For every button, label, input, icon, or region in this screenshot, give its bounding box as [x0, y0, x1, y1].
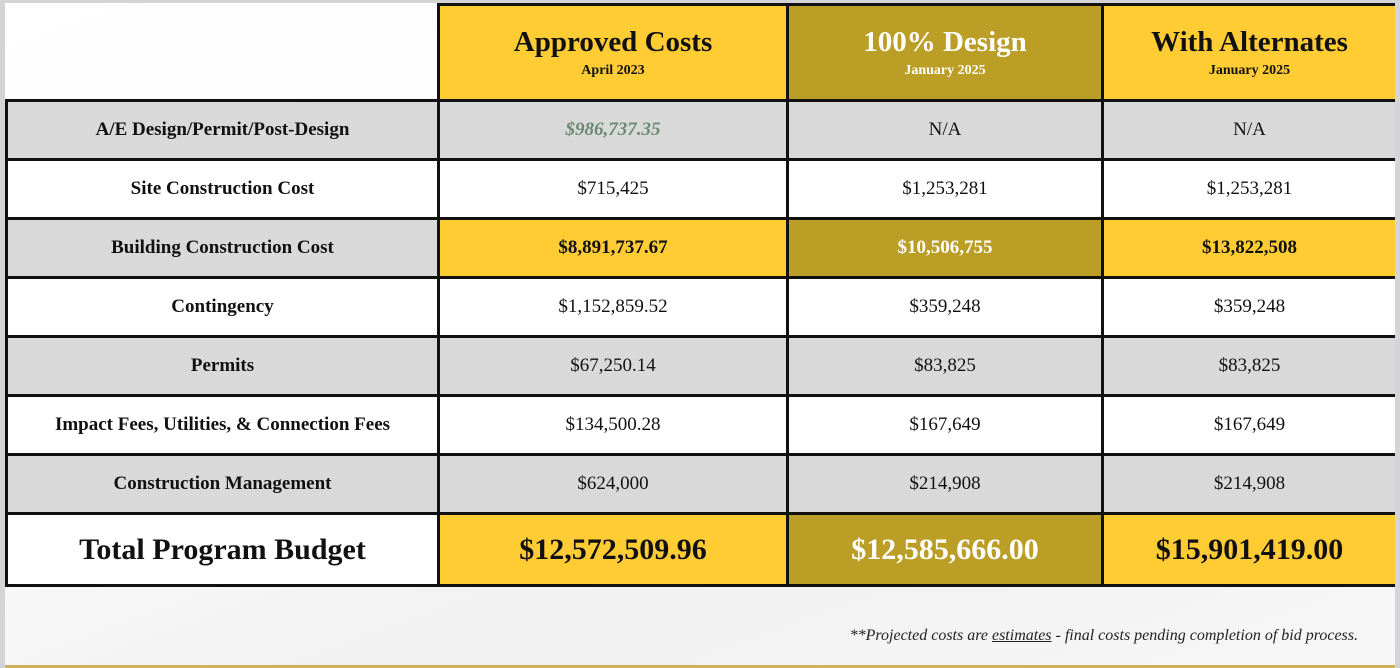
header-100-design: 100% Design January 2025	[786, 3, 1104, 102]
column-title: 100% Design	[863, 25, 1027, 58]
column-title: With Alternates	[1151, 25, 1348, 58]
cell-value: $359,248	[786, 276, 1104, 338]
table-row: Permits $67,250.14 $83,825 $83,825	[5, 335, 1395, 397]
header-with-alternates: With Alternates January 2025	[1101, 3, 1395, 102]
cell-value: $167,649	[786, 394, 1104, 456]
table-row: Construction Management $624,000 $214,90…	[5, 453, 1395, 515]
table-row: Site Construction Cost $715,425 $1,253,2…	[5, 158, 1395, 220]
row-label: Building Construction Cost	[5, 217, 440, 279]
cell-value: $1,152,859.52	[437, 276, 789, 338]
column-title: Approved Costs	[513, 25, 713, 58]
cell-value: N/A	[786, 99, 1104, 161]
cell-value: $8,891,737.67	[437, 217, 789, 279]
footnote-emphasis: estimates	[991, 627, 1052, 644]
row-label: Construction Management	[5, 453, 440, 515]
cell-value: $13,822,508	[1101, 217, 1395, 279]
total-value: $12,585,666.00	[786, 512, 1104, 587]
budget-slide: Approved Costs April 2023 100% Design Ja…	[5, 3, 1395, 665]
row-label: Permits	[5, 335, 440, 397]
cell-value: $67,250.14	[437, 335, 789, 397]
cell-value: $1,253,281	[1101, 158, 1395, 220]
column-date: January 2025	[904, 62, 986, 78]
footnote: **Projected costs are estimates - final …	[850, 627, 1358, 645]
total-value: $12,572,509.96	[437, 512, 789, 587]
cell-value: $10,506,755	[786, 217, 1104, 279]
footnote-text: **Projected costs are	[849, 627, 992, 644]
cell-value: $986,737.35	[437, 99, 789, 161]
table-row: A/E Design/Permit/Post-Design $986,737.3…	[5, 99, 1395, 161]
column-date: April 2023	[581, 62, 645, 78]
table-row: Building Construction Cost $8,891,737.67…	[5, 217, 1395, 279]
bottom-accent-line	[5, 665, 1395, 668]
total-label: Total Program Budget	[5, 512, 440, 587]
header-corner	[6, 4, 440, 102]
table-row: Contingency $1,152,859.52 $359,248 $359,…	[5, 276, 1395, 338]
column-date: January 2025	[1208, 62, 1291, 78]
cell-value: $134,500.28	[437, 394, 789, 456]
cell-value: $167,649	[1101, 394, 1395, 456]
total-value: $15,901,419.00	[1101, 512, 1395, 587]
cell-value: $359,248	[1101, 276, 1395, 338]
header-approved-costs: Approved Costs April 2023	[437, 3, 789, 102]
cell-value: $83,825	[1101, 335, 1395, 397]
cell-value: $1,253,281	[786, 158, 1104, 220]
header-row: Approved Costs April 2023 100% Design Ja…	[6, 3, 1395, 102]
cell-value: $715,425	[437, 158, 789, 220]
total-row: Total Program Budget $12,572,509.96 $12,…	[5, 512, 1395, 587]
cell-value: $214,908	[786, 453, 1104, 515]
budget-table: Approved Costs April 2023 100% Design Ja…	[5, 3, 1395, 587]
table-row: Impact Fees, Utilities, & Connection Fee…	[5, 394, 1395, 456]
row-label: A/E Design/Permit/Post-Design	[5, 99, 440, 161]
row-label: Site Construction Cost	[5, 158, 440, 220]
row-label: Contingency	[5, 276, 440, 338]
cell-value: $624,000	[437, 453, 789, 515]
cell-value: $83,825	[786, 335, 1104, 397]
cell-value: N/A	[1101, 99, 1395, 161]
cell-value: $214,908	[1101, 453, 1395, 515]
row-label: Impact Fees, Utilities, & Connection Fee…	[5, 394, 440, 456]
footnote-text: - final costs pending completion of bid …	[1051, 627, 1358, 644]
